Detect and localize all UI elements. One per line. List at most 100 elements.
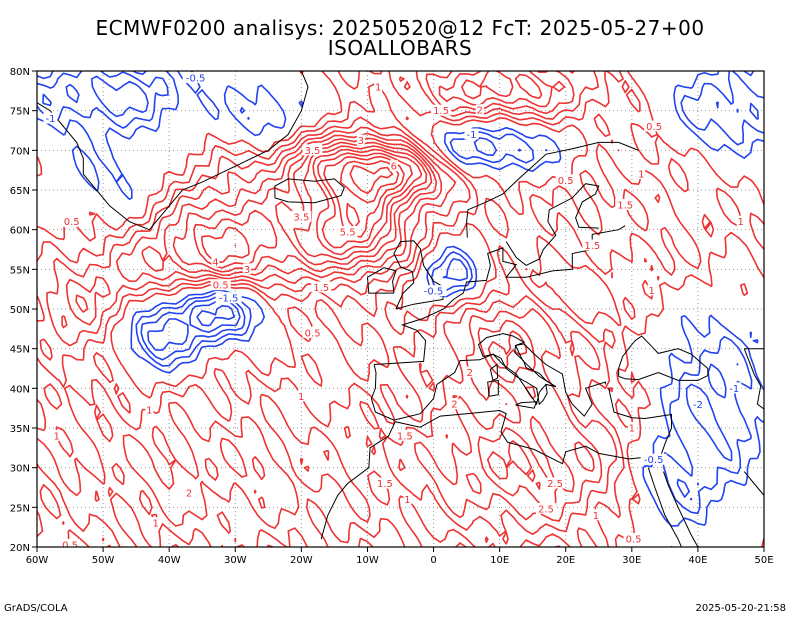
longitude-axis: 60W 50W 40W 30W 20W 10W 0 10E 20E 30E 40E 50E: [26, 547, 774, 566]
positive-isallobar: [37, 71, 742, 547]
map-title: ECMWF0200 analisys: 20250520@12 FcT: 202…: [95, 16, 705, 40]
contour-label: 1.5: [377, 479, 393, 490]
lon-tick-label: 20W: [290, 555, 313, 566]
contour-label: 0.5: [558, 176, 574, 187]
contour-label-box: [615, 198, 636, 210]
positive-isallobar: [234, 148, 423, 256]
lon-tick-label: 60W: [26, 555, 49, 566]
contour-label-box: [389, 160, 398, 172]
contour-label-box: [311, 281, 332, 293]
contour-label-box: [535, 502, 556, 514]
contour-label: 1.5: [433, 106, 449, 117]
coastline: [274, 178, 345, 204]
contour-label-box: [60, 538, 81, 547]
coastline: [366, 267, 397, 294]
lat-tick-label: 55N: [10, 265, 30, 276]
coastline: [515, 401, 538, 409]
contour-label: -1: [467, 130, 477, 141]
contour-labels: -2 -1.5 -1 -1 -1 -0.5 -0.5 -0.5 0.5 0.5 0.5 0.5 0.5 0…: [43, 72, 745, 551]
contour-label: 1: [54, 431, 60, 442]
lat-tick-label: 50N: [10, 305, 30, 316]
contour-label: 1: [404, 495, 410, 506]
contour-label: 0.5: [213, 281, 229, 292]
map-subtitle: ISOALLOBARS: [327, 36, 473, 60]
contour-label: 3: [358, 136, 364, 147]
contour-label: 1: [298, 392, 304, 403]
coastline: [149, 71, 309, 231]
contour-label: 1.5: [617, 200, 633, 211]
contour-label: -2: [693, 400, 703, 411]
coastline: [374, 225, 626, 365]
contour-label-box: [243, 263, 252, 275]
coastline: [37, 102, 150, 231]
lon-tick-label: 50E: [754, 555, 773, 566]
lon-tick-label: 40W: [158, 555, 181, 566]
positive-isallobar: [61, 71, 603, 522]
contour-label-box: [450, 398, 459, 410]
contour-label-box: [215, 292, 242, 304]
coastline: [477, 333, 557, 406]
lon-tick-label: 10E: [490, 555, 509, 566]
lon-tick-label: 30E: [622, 555, 641, 566]
contour-label-box: [690, 398, 705, 410]
coastline: [505, 183, 600, 266]
lat-tick-label: 30N: [10, 464, 30, 475]
contour-label-box: [475, 104, 484, 116]
contour-label: 1: [648, 286, 654, 297]
positive-isallobar: [37, 71, 764, 547]
contour-label-box: [627, 422, 636, 433]
lat-tick-label: 60N: [10, 226, 30, 237]
contour-label: 1: [593, 511, 599, 522]
contour-label: 2.5: [538, 504, 554, 515]
contour-label-box: [210, 279, 231, 291]
positive-isallobar: [317, 152, 413, 249]
contour-label: 5.5: [340, 228, 356, 239]
lat-tick-label: 80N: [10, 67, 30, 78]
contour-label: 2: [477, 106, 483, 117]
contour-label-box: [356, 134, 365, 146]
contour-label: -0.5: [424, 287, 444, 298]
contour-label: 0.5: [626, 535, 642, 546]
contour-label: 0.5: [64, 217, 80, 228]
contour-label: -1: [45, 114, 55, 125]
lon-tick-label: 20E: [556, 555, 575, 566]
coastline: [618, 335, 709, 381]
contour-label-box: [420, 285, 447, 297]
coastline: [647, 467, 682, 547]
lat-tick-label: 70N: [10, 146, 30, 157]
lat-tick-label: 20N: [10, 543, 30, 554]
contour-label-box: [736, 215, 745, 227]
lat-tick-label: 75N: [10, 107, 30, 118]
lat-tick-label: 65N: [10, 186, 30, 197]
software-credit: GrADS/COLA: [4, 603, 68, 614]
coastline: [489, 363, 499, 381]
contour-label-box: [623, 533, 644, 545]
contour-label-box: [640, 453, 667, 465]
contour-label: 0.5: [62, 540, 78, 551]
contour-label: 2: [451, 400, 457, 411]
contour-label-box: [182, 72, 209, 84]
contour-label: 1: [638, 170, 644, 181]
negative-isallobar: [147, 298, 699, 406]
coastline: [743, 471, 764, 508]
contour-label-box: [727, 382, 742, 394]
positive-contours: [37, 71, 764, 547]
contour-label-box: [545, 477, 566, 489]
contour-label-box: [582, 239, 603, 251]
negative-isallobar: [196, 305, 236, 327]
contour-label: 3: [244, 265, 250, 276]
lon-tick-label: 50W: [92, 555, 115, 566]
contour-label-box: [465, 366, 474, 378]
contour-label-box: [637, 168, 646, 180]
lon-tick-label: 30W: [224, 555, 247, 566]
contour-label: -1: [729, 384, 739, 395]
contour-label: 1: [153, 519, 159, 530]
positive-isallobar: [39, 71, 661, 547]
coastline: [466, 141, 639, 238]
contour-label: 2.5: [547, 479, 563, 490]
contour-label: 1.5: [584, 241, 600, 252]
coastlines: [37, 71, 764, 547]
contour-label: -0.5: [186, 74, 206, 85]
contour-label-box: [647, 284, 656, 296]
contour-label-box: [185, 487, 194, 499]
